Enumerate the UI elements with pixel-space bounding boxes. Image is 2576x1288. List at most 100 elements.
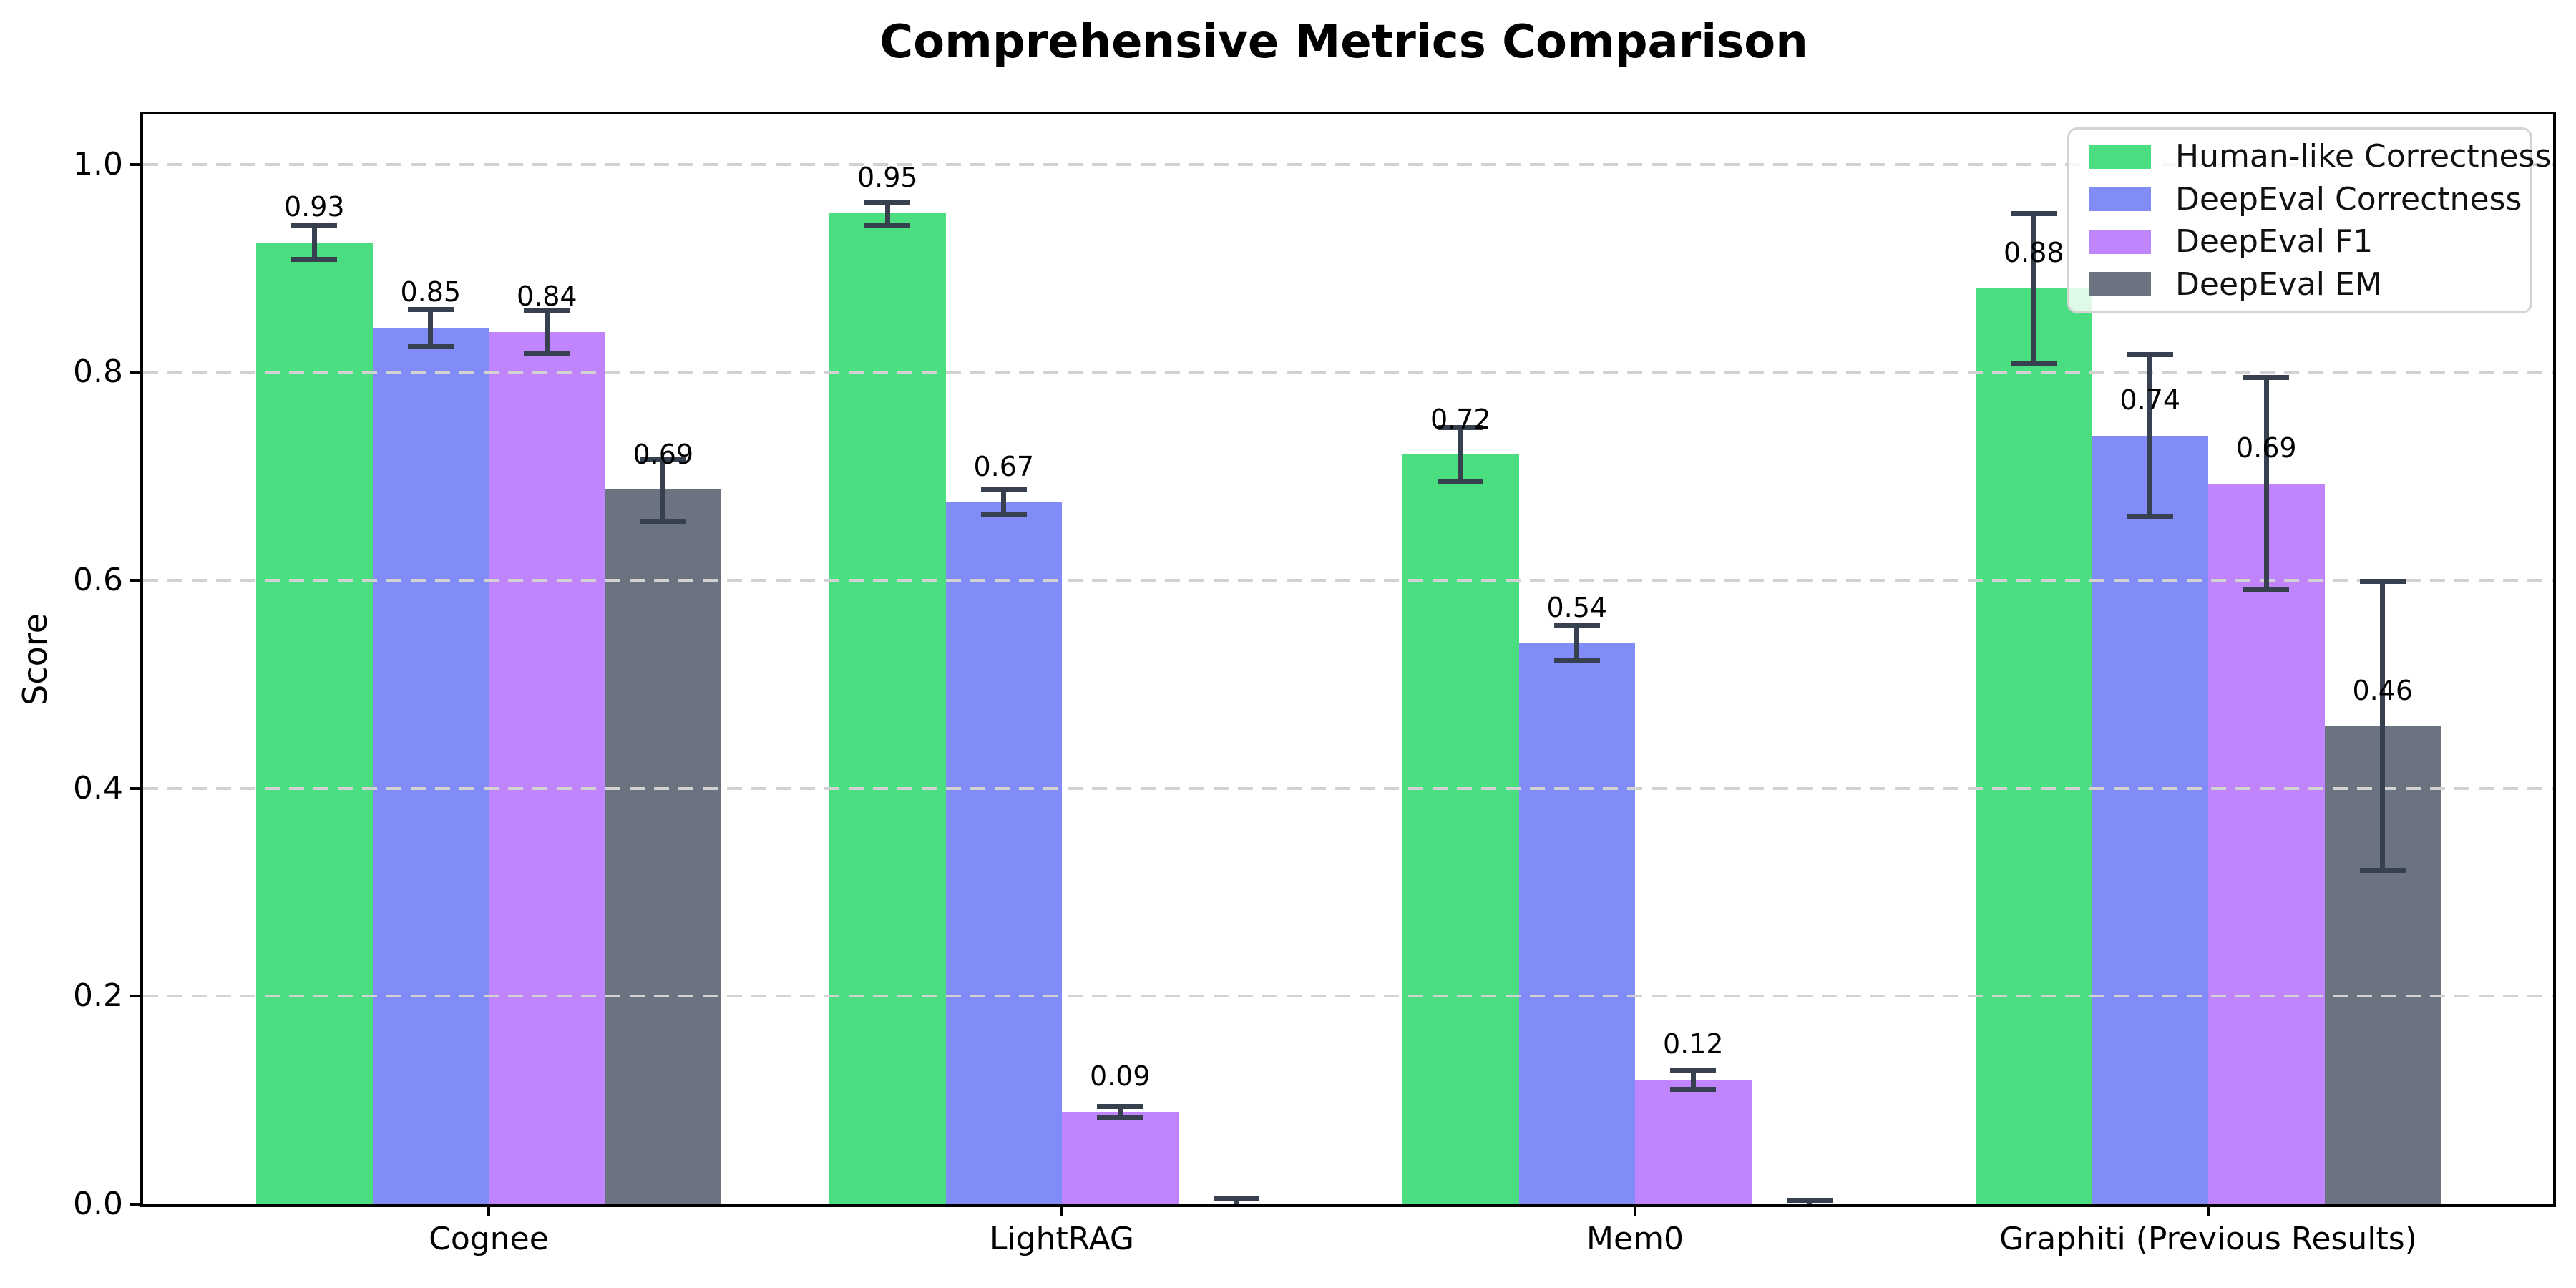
error-bar-line [1234, 1198, 1239, 1204]
bar-value-label: 0.69 [633, 439, 694, 471]
bar-value-label: 0.54 [1546, 591, 1608, 623]
x-tick-label-2: LightRAG [989, 1221, 1135, 1257]
bar-2-2 [945, 502, 1062, 1204]
error-bar-cap-top [980, 487, 1027, 493]
chart-title: Comprehensive Metrics Comparison [879, 16, 1808, 69]
bar-value-label: 0.74 [2119, 384, 2181, 416]
legend-item-1: Human-like Correctness [2089, 135, 2551, 178]
y-tick-label-0.0: 0.0 [73, 1186, 123, 1222]
bar-3-1 [489, 331, 605, 1204]
error-bar-cap-top [864, 199, 911, 205]
gridline-y-1.0 [143, 162, 2553, 166]
error-bar-line [2147, 354, 2153, 517]
error-bar-cap-top [1553, 623, 1600, 628]
error-bar-cap-top [2127, 352, 2173, 358]
error-bar-line [544, 309, 550, 354]
bar-3-4 [2208, 483, 2325, 1204]
gridline-y-0.2 [143, 995, 2553, 998]
error-bar-cap-top [640, 456, 686, 462]
error-bar-line [1690, 1070, 1696, 1089]
error-bar-line [1001, 489, 1007, 515]
gridline-y-0.6 [143, 578, 2553, 582]
error-bar-cap-bottom [2127, 514, 2173, 520]
bar-1-1 [256, 242, 373, 1204]
error-bar-cap-top [1438, 425, 1484, 431]
bar-2-4 [2092, 435, 2208, 1204]
legend-label: DeepEval F1 [2175, 223, 2373, 260]
x-tick-label-1: Cognee [429, 1221, 549, 1257]
error-bar-cap-top [2359, 579, 2406, 585]
bar-value-label: 0.09 [1089, 1060, 1151, 1093]
error-bar-line [2031, 213, 2036, 364]
error-bar-cap-bottom [640, 519, 686, 525]
error-bar-line [311, 225, 317, 259]
error-bar-cap-top [2243, 375, 2290, 381]
legend-label: DeepEval Correctness [2175, 180, 2522, 218]
legend-item-4: DeepEval EM [2089, 263, 2530, 306]
bar-value-label: 0.67 [973, 451, 1035, 483]
bar-value-label: 0.46 [2352, 674, 2414, 706]
y-tick-label-0.2: 0.2 [73, 977, 123, 1015]
bar-value-label: 0.85 [400, 276, 462, 308]
legend-swatch-icon [2089, 187, 2151, 212]
error-bar-cap-top [407, 306, 454, 312]
legend-swatch-icon [2089, 229, 2151, 254]
bar-value-label: 0.12 [1662, 1028, 1724, 1060]
y-tick-label-0.4: 0.4 [73, 769, 123, 806]
error-bar-cap-bottom [2243, 587, 2290, 592]
bar-value-label: 0.95 [857, 162, 918, 194]
y-tick-label-0.6: 0.6 [73, 561, 123, 598]
error-bar-line [1458, 427, 1463, 482]
legend-label: Human-like Correctness [2175, 138, 2552, 175]
bar-value-label: 0.84 [516, 280, 577, 313]
error-bar-cap-bottom [2011, 361, 2057, 366]
error-bar-line [884, 201, 890, 225]
error-bar-cap-bottom [2359, 868, 2406, 874]
bar-2-3 [1518, 643, 1635, 1204]
bar-3-2 [1062, 1111, 1179, 1204]
error-bar-cap-bottom [1438, 479, 1484, 484]
bar-1-2 [829, 213, 946, 1204]
legend-item-3: DeepEval F1 [2089, 220, 2530, 263]
y-tick-mark-0.0 [130, 1203, 143, 1206]
x-tick-mark-2 [1060, 1204, 1063, 1216]
error-bar-cap-bottom [524, 351, 570, 357]
y-tick-mark-0.6 [130, 578, 143, 582]
error-bar-cap-top [2011, 210, 2057, 216]
error-bar-cap-top [524, 307, 570, 313]
error-bar-line [1117, 1106, 1123, 1117]
legend-swatch-icon [2089, 144, 2151, 169]
legend: Human-like Correctness DeepEval Correctne… [2067, 127, 2551, 313]
y-axis-label-wrap: Score [10, 114, 60, 1204]
error-bar-cap-bottom [980, 512, 1027, 518]
legend-label: DeepEval EM [2175, 265, 2382, 303]
error-bar-cap-top [1670, 1068, 1717, 1073]
error-bar-cap-bottom [1097, 1114, 1143, 1120]
x-tick-mark-3 [1634, 1204, 1636, 1216]
x-tick-label-3: Mem0 [1586, 1221, 1684, 1257]
error-bar-line [428, 308, 434, 346]
bar-value-label: 0.72 [1430, 403, 1491, 435]
y-tick-mark-0.4 [130, 786, 143, 790]
error-bar-cap-top [291, 223, 338, 229]
error-bar-cap-bottom [1553, 658, 1600, 663]
y-axis-label: Score [16, 613, 54, 706]
y-tick-mark-1.0 [130, 162, 143, 166]
legend-item-2: DeepEval Correctness [2089, 178, 2530, 221]
error-bar-cap-bottom [407, 343, 454, 349]
gridline-y-0.4 [143, 786, 2553, 790]
x-tick-mark-4 [2207, 1204, 2210, 1216]
error-bar-cap-top [1097, 1104, 1143, 1110]
error-bar-line [660, 458, 666, 522]
legend-swatch-icon [2089, 272, 2151, 297]
bar-value-label: 0.69 [2235, 432, 2297, 464]
y-tick-label-0.8: 0.8 [73, 353, 123, 391]
bar-value-label: 0.88 [2003, 237, 2064, 269]
gridline-y-0.8 [143, 371, 2553, 374]
y-tick-mark-0.8 [130, 371, 143, 374]
x-tick-label-4: Graphiti (Previous Results) [1999, 1221, 2417, 1257]
error-bar-line [1574, 625, 1580, 660]
bar-4-1 [605, 489, 721, 1204]
error-bar-line [2380, 581, 2386, 871]
